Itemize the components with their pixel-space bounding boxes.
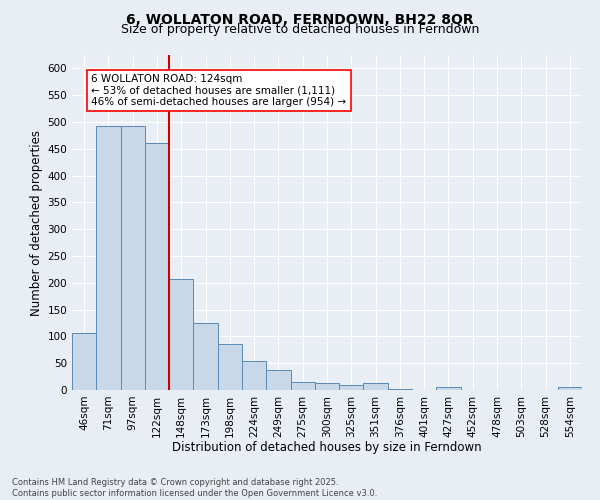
Bar xyxy=(558,387,582,390)
Text: Contains HM Land Registry data © Crown copyright and database right 2025.
Contai: Contains HM Land Registry data © Crown c… xyxy=(12,478,377,498)
Bar xyxy=(339,384,364,390)
Text: 6 WOLLATON ROAD: 124sqm
← 53% of detached houses are smaller (1,111)
46% of semi: 6 WOLLATON ROAD: 124sqm ← 53% of detache… xyxy=(91,74,347,107)
Bar xyxy=(364,383,388,390)
Bar xyxy=(266,370,290,390)
Bar xyxy=(145,144,169,390)
Bar xyxy=(315,383,339,390)
Bar xyxy=(218,344,242,390)
Y-axis label: Number of detached properties: Number of detached properties xyxy=(30,130,43,316)
Bar xyxy=(193,323,218,390)
X-axis label: Distribution of detached houses by size in Ferndown: Distribution of detached houses by size … xyxy=(172,441,482,454)
Bar xyxy=(121,126,145,390)
Bar xyxy=(436,387,461,390)
Text: 6, WOLLATON ROAD, FERNDOWN, BH22 8QR: 6, WOLLATON ROAD, FERNDOWN, BH22 8QR xyxy=(126,12,474,26)
Bar xyxy=(290,382,315,390)
Bar xyxy=(169,279,193,390)
Bar xyxy=(72,332,96,390)
Bar xyxy=(388,389,412,390)
Bar xyxy=(242,360,266,390)
Bar xyxy=(96,126,121,390)
Text: Size of property relative to detached houses in Ferndown: Size of property relative to detached ho… xyxy=(121,22,479,36)
